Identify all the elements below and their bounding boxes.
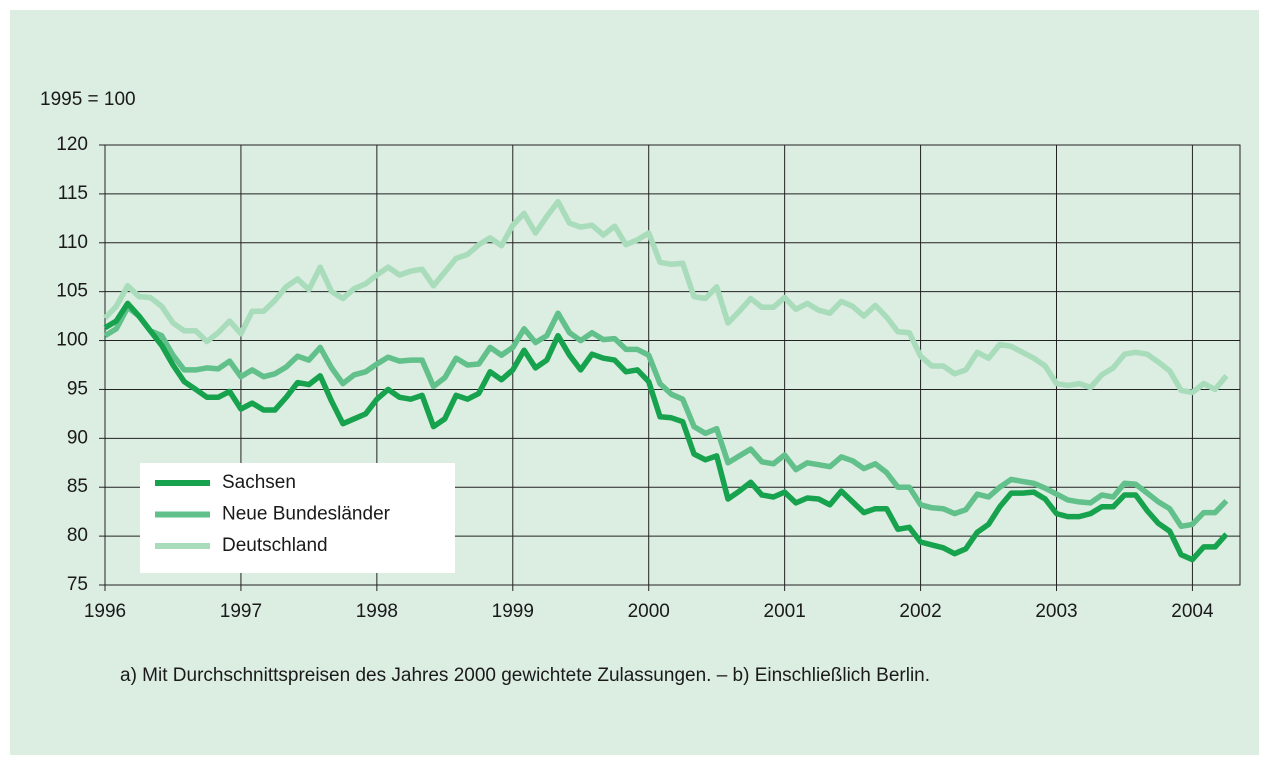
plot-frame: [104, 144, 1241, 586]
legend-label: Neue Bundesländer: [222, 504, 391, 525]
y-tick-label: 75: [67, 574, 88, 595]
y-tick-label: 115: [58, 183, 88, 204]
series-line: [103, 198, 1229, 396]
x-tick-label: 2002: [899, 601, 941, 622]
footnote: a) Mit Durchschnittspreisen des Jahres 2…: [120, 665, 930, 686]
series-line: [103, 304, 1229, 530]
legend-label: Deutschland: [222, 535, 328, 556]
legend-label: Sachsen: [222, 472, 296, 493]
y-tick-label: 85: [67, 476, 88, 497]
y-tick-label: 100: [56, 330, 88, 351]
x-tick-label: 1999: [492, 601, 534, 622]
x-tick-label: 2000: [628, 601, 670, 622]
y-tick-label: 120: [56, 134, 88, 155]
panel: [10, 10, 1259, 755]
y-tick-label: 110: [58, 232, 88, 253]
y-tick-label: 80: [67, 525, 88, 546]
x-tick-label: 1997: [220, 601, 262, 622]
x-tick-label: 2004: [1171, 601, 1214, 622]
x-tick-label: 1998: [356, 601, 398, 622]
subtitle: 1995 = 100: [40, 89, 136, 110]
x-tick-label: 2001: [764, 601, 806, 622]
y-tick-label: 95: [67, 378, 88, 399]
y-tick-label: 90: [67, 427, 88, 448]
series-line: [103, 300, 1229, 563]
x-tick-label: 1996: [84, 601, 126, 622]
x-tick-label: 2003: [1035, 601, 1077, 622]
y-tick-label: 105: [56, 281, 88, 302]
